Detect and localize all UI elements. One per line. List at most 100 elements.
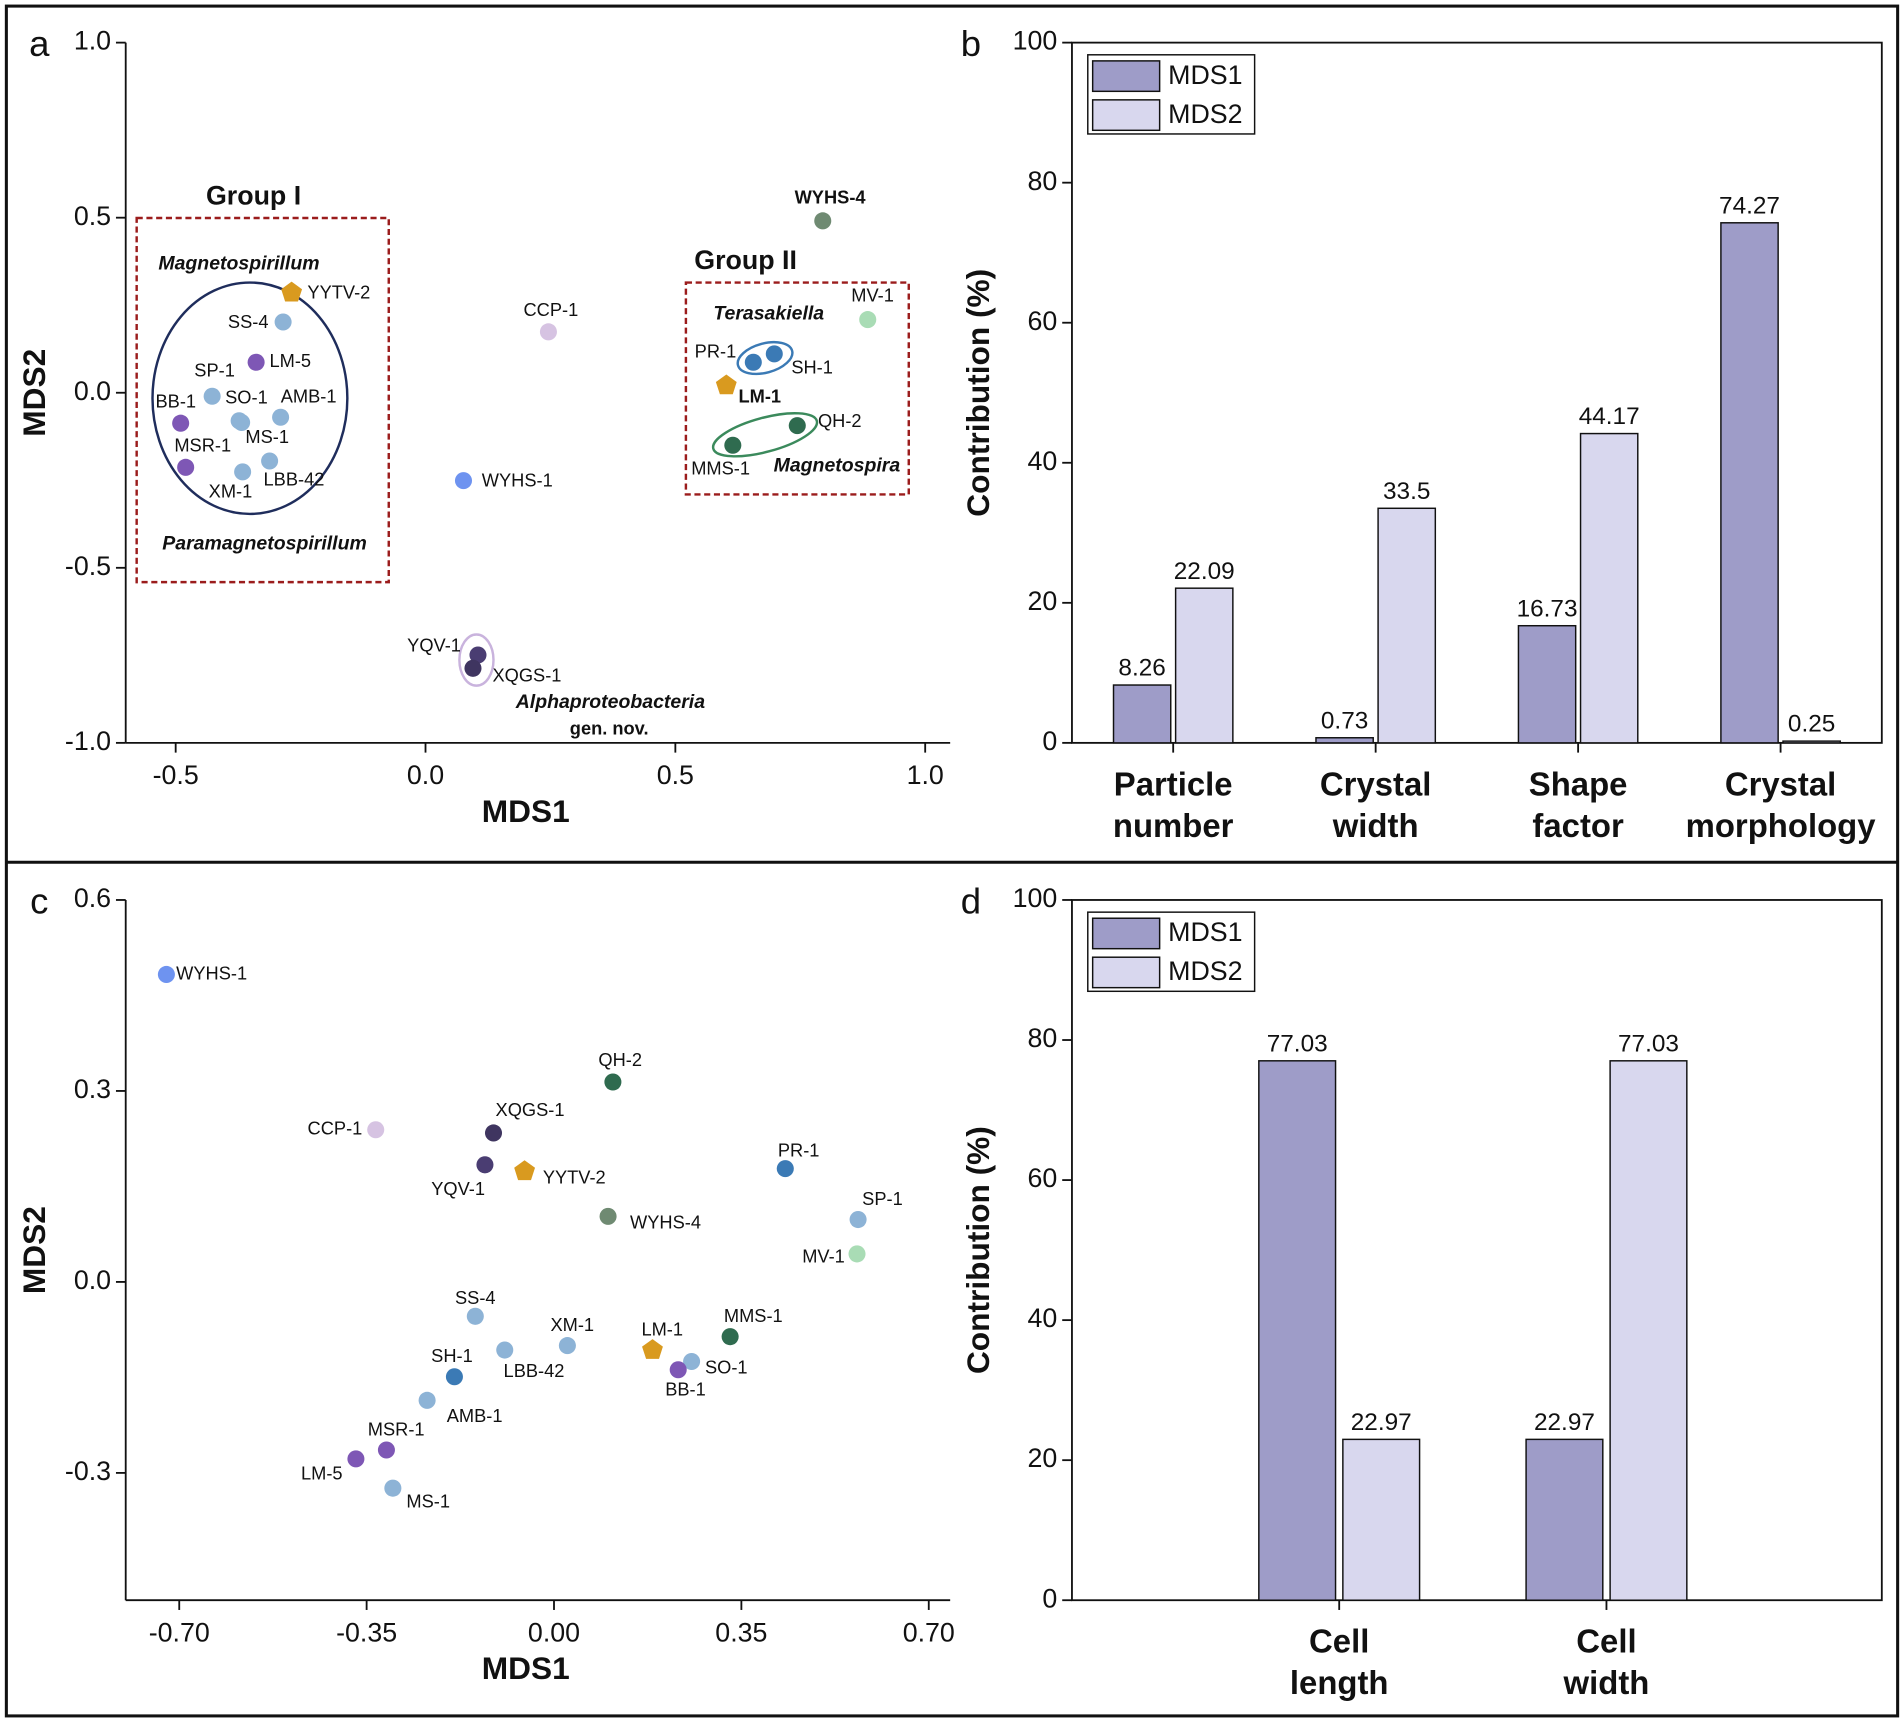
x-tick-label: -0.35 <box>336 1617 397 1647</box>
x-tick-label-line: Crystal <box>1725 765 1836 802</box>
cluster-ellipse <box>151 281 349 516</box>
y-tick-label: 1.0 <box>74 26 111 56</box>
x-tick-label: 1.0 <box>907 760 944 790</box>
point-label: LM-5 <box>270 350 312 371</box>
panel-label: a <box>29 23 50 64</box>
group-box <box>684 281 910 496</box>
bar-value-label: 0.73 <box>1321 707 1368 734</box>
x-tick-label: Shape factor <box>1529 765 1628 843</box>
bar <box>1377 507 1437 744</box>
point-label: SP-1 <box>194 360 235 381</box>
bar <box>1342 1438 1421 1601</box>
point-label: YYTV-2 <box>307 282 370 303</box>
point <box>642 1339 663 1359</box>
point-label: SP-1 <box>862 1188 903 1209</box>
annotation: Alphaproteobacteria <box>515 691 705 713</box>
x-tick-label: 0.70 <box>903 1617 955 1647</box>
point <box>274 313 292 331</box>
point <box>765 345 783 363</box>
cluster-ellipse <box>458 633 495 687</box>
point <box>377 1441 395 1459</box>
x-tick-label-line: Crystal <box>1320 765 1431 802</box>
bar-value-label: 77.03 <box>1267 1030 1328 1057</box>
bar <box>1112 684 1172 744</box>
legend-label: MDS1 <box>1168 60 1242 90</box>
y-axis-title: MDS2 <box>16 349 52 437</box>
point <box>445 1368 463 1386</box>
y-tick-label: 0.0 <box>74 1265 111 1295</box>
point <box>814 212 832 230</box>
point <box>469 646 487 664</box>
point-label: BB-1 <box>665 1378 706 1399</box>
point <box>599 1207 617 1225</box>
x-tick-label: Particle number <box>1113 765 1234 843</box>
point-label: XQGS-1 <box>496 1099 565 1120</box>
point <box>776 1160 794 1178</box>
y-tick-label: -0.3 <box>65 1456 111 1486</box>
point <box>367 1121 385 1139</box>
legend-label: MDS1 <box>1168 917 1242 947</box>
x-tick-label-line: number <box>1113 807 1234 844</box>
panel-label: c <box>30 880 48 921</box>
point <box>233 413 251 432</box>
y-tick-label: 0.0 <box>74 376 111 406</box>
y-tick-label: 100 <box>1013 26 1058 56</box>
point-label: MS-1 <box>406 1491 450 1512</box>
y-tick-label: 0.5 <box>74 201 111 231</box>
point-label: AMB-1 <box>281 386 337 407</box>
bar <box>1517 624 1577 744</box>
point-label: LM-5 <box>301 1463 343 1484</box>
y-tick-label: 80 <box>1028 1023 1058 1053</box>
point <box>476 1156 494 1174</box>
legend-label: MDS2 <box>1168 956 1242 986</box>
point <box>172 414 190 432</box>
point-label: QH-2 <box>818 410 862 431</box>
bar-value-label: 0.25 <box>1788 711 1835 738</box>
point-label: WYHS-4 <box>795 187 867 208</box>
point <box>177 458 195 476</box>
y-tick-label: 100 <box>1013 883 1058 913</box>
point <box>514 1160 536 1181</box>
y-tick-label: 40 <box>1028 1303 1058 1333</box>
bar <box>1315 737 1374 744</box>
point-label: MSR-1 <box>368 1418 425 1439</box>
point <box>848 1245 866 1263</box>
legend-swatch <box>1091 60 1161 93</box>
point-label: LM-1 <box>738 385 781 406</box>
bar <box>1579 432 1639 744</box>
annotation: Paramagnetospirillum <box>162 533 366 555</box>
annotation: Terasakiella <box>713 302 824 324</box>
y-tick-label: 0 <box>1042 726 1057 756</box>
point-label: MV-1 <box>802 1245 845 1266</box>
bar <box>1258 1060 1337 1601</box>
point-label: WYHS-4 <box>630 1211 701 1232</box>
point <box>466 1307 484 1325</box>
bar <box>1609 1060 1688 1601</box>
bar-value-label: 22.97 <box>1351 1409 1412 1436</box>
x-tick-label: Cell length <box>1290 1623 1389 1701</box>
bar-value-label: 44.17 <box>1579 403 1640 430</box>
legend-swatch <box>1091 99 1161 132</box>
y-tick-label: 20 <box>1028 586 1058 616</box>
point-label: XM-1 <box>209 480 253 501</box>
point <box>347 1450 365 1468</box>
y-tick-label: -0.5 <box>65 551 111 581</box>
point <box>724 436 742 454</box>
point <box>788 417 806 435</box>
point <box>558 1337 576 1355</box>
x-axis-title: MDS1 <box>482 1650 570 1686</box>
x-tick-label-line: Shape <box>1529 765 1628 802</box>
point-label: PR-1 <box>778 1139 820 1160</box>
annotation: Magnetospira <box>774 455 901 477</box>
point <box>859 311 877 329</box>
x-tick-label: 0.5 <box>657 760 694 790</box>
point-label: MS-1 <box>245 426 289 447</box>
annotation: Group II <box>694 245 797 275</box>
point-label: CCP-1 <box>308 1118 363 1139</box>
point-label: SS-4 <box>228 311 269 332</box>
point-label: SO-1 <box>225 387 268 408</box>
point-label: BB-1 <box>156 390 197 411</box>
bar-value-label: 33.5 <box>1383 478 1430 505</box>
y-tick-label: 60 <box>1028 1163 1058 1193</box>
